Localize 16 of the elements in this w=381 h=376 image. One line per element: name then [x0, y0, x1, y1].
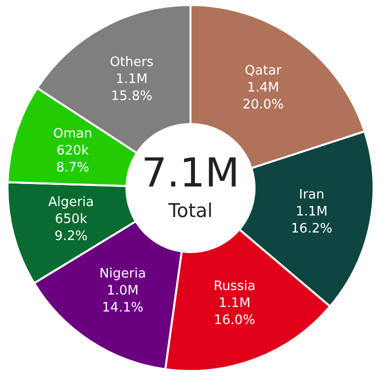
slice-label: Russia — [214, 278, 256, 294]
data-label: 620k 8.7% — [56, 143, 90, 176]
data-label: 1.1M 15.8% — [111, 72, 152, 104]
slice-label: Iran — [298, 187, 324, 202]
slice-label: Oman — [53, 126, 92, 142]
slice-label: Nigeria — [99, 266, 146, 282]
data-label: 650k 9.2% — [54, 212, 88, 244]
slice-label: Others — [110, 54, 154, 70]
data-label: 1.0M 14.1% — [102, 284, 144, 316]
slice-label: Qatar — [244, 63, 282, 78]
data-label: 1.1M 16.0% — [214, 296, 256, 328]
text: 7.1M — [141, 150, 240, 196]
data-label: 1.4M 20.0% — [242, 80, 284, 112]
data-label: 1.1M 16.2% — [291, 204, 332, 236]
text: Total — [167, 200, 213, 222]
slice-label: Algeria — [48, 194, 94, 210]
